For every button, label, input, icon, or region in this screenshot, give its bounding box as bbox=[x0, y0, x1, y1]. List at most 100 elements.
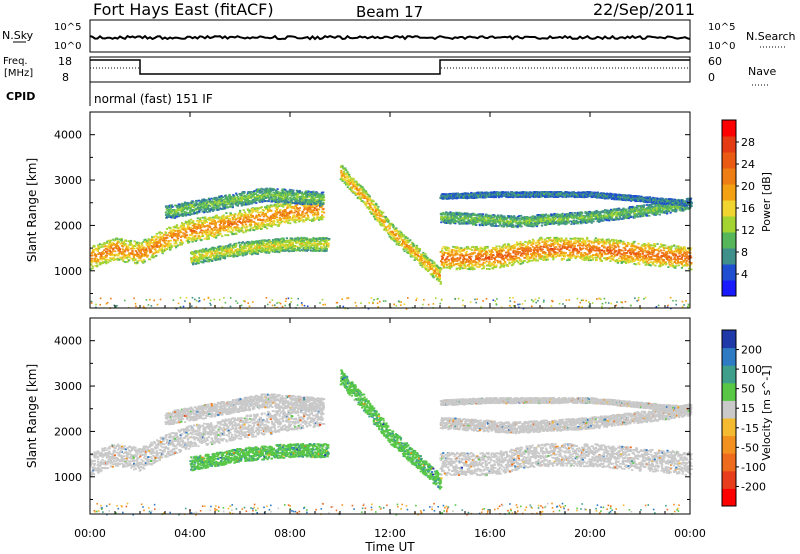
data-point bbox=[254, 209, 257, 212]
data-point bbox=[214, 228, 217, 231]
data-point bbox=[212, 198, 215, 200]
data-point bbox=[115, 253, 118, 256]
data-point bbox=[280, 205, 283, 207]
data-point bbox=[300, 219, 303, 221]
data-point bbox=[189, 208, 192, 210]
data-point bbox=[107, 259, 110, 261]
data-point bbox=[236, 220, 239, 223]
data-point bbox=[94, 253, 97, 255]
data-point bbox=[327, 245, 330, 248]
data-point bbox=[105, 250, 108, 253]
data-point bbox=[241, 241, 244, 243]
data-point bbox=[317, 213, 320, 216]
data-point bbox=[190, 239, 193, 241]
data-point bbox=[403, 250, 406, 253]
data-point bbox=[304, 212, 307, 215]
data-point bbox=[229, 220, 232, 222]
data-point bbox=[435, 264, 439, 267]
data-point bbox=[376, 214, 379, 217]
data-point bbox=[240, 226, 243, 229]
data-point bbox=[277, 225, 280, 227]
data-point bbox=[284, 215, 287, 217]
data-point bbox=[116, 240, 119, 242]
data-point bbox=[205, 206, 208, 208]
data-point bbox=[217, 202, 220, 205]
data-point bbox=[249, 222, 252, 225]
data-point bbox=[495, 264, 498, 267]
data-point bbox=[120, 253, 123, 256]
data-point bbox=[155, 235, 158, 238]
data-point bbox=[184, 202, 187, 205]
data-point bbox=[322, 199, 325, 202]
data-point bbox=[207, 217, 210, 220]
data-point bbox=[250, 196, 253, 199]
data-point bbox=[308, 204, 312, 207]
data-point bbox=[231, 221, 234, 223]
data-point bbox=[163, 239, 166, 241]
data-point bbox=[180, 227, 183, 230]
data-point bbox=[105, 255, 108, 258]
data-point bbox=[113, 257, 116, 260]
data-point bbox=[157, 242, 160, 244]
data-point bbox=[143, 260, 146, 263]
data-point bbox=[302, 219, 305, 221]
data-point bbox=[244, 214, 247, 217]
data-point bbox=[258, 188, 261, 191]
data-point bbox=[278, 211, 281, 214]
data-point bbox=[246, 203, 249, 206]
data-point bbox=[204, 209, 207, 212]
data-point bbox=[274, 196, 277, 199]
data-point bbox=[153, 235, 156, 238]
data-point bbox=[176, 204, 179, 207]
data-point bbox=[180, 243, 183, 246]
data-point bbox=[241, 227, 244, 230]
data-point bbox=[211, 252, 214, 255]
data-point bbox=[90, 257, 93, 260]
data-point bbox=[365, 191, 368, 194]
data-point bbox=[184, 234, 187, 237]
data-point bbox=[238, 230, 241, 233]
data-point bbox=[200, 239, 203, 241]
data-point bbox=[286, 202, 289, 205]
data-point bbox=[171, 205, 174, 208]
freq-panel-frame bbox=[89, 56, 691, 83]
data-point bbox=[133, 247, 136, 250]
freq-trace bbox=[90, 59, 690, 75]
data-point bbox=[165, 208, 168, 211]
data-point bbox=[200, 219, 203, 222]
data-point bbox=[273, 220, 276, 223]
data-point bbox=[166, 209, 169, 212]
data-point bbox=[265, 191, 268, 193]
data-point bbox=[124, 254, 127, 257]
data-point bbox=[197, 221, 200, 224]
data-point bbox=[103, 252, 106, 255]
data-point bbox=[91, 265, 94, 268]
data-point bbox=[90, 251, 94, 254]
data-point bbox=[239, 211, 242, 214]
data-point bbox=[264, 212, 267, 215]
data-point bbox=[118, 246, 121, 249]
data-point bbox=[296, 210, 300, 213]
nave-tick-bottom: 0 bbox=[708, 71, 715, 84]
data-point bbox=[290, 218, 293, 221]
data-point bbox=[181, 205, 185, 207]
data-point bbox=[185, 228, 188, 230]
data-point bbox=[178, 208, 181, 211]
data-point bbox=[151, 247, 154, 250]
data-point bbox=[180, 211, 183, 214]
data-point bbox=[192, 204, 195, 207]
data-point bbox=[270, 220, 273, 223]
data-point bbox=[90, 263, 93, 266]
data-point bbox=[260, 194, 263, 196]
data-point bbox=[340, 169, 343, 172]
data-point bbox=[217, 208, 221, 211]
data-point bbox=[226, 215, 229, 218]
data-point bbox=[122, 260, 125, 263]
data-point bbox=[165, 228, 169, 230]
data-point bbox=[179, 239, 183, 242]
data-point bbox=[260, 191, 263, 194]
data-point bbox=[158, 240, 161, 242]
data-point bbox=[279, 211, 282, 214]
data-point bbox=[227, 228, 230, 230]
data-point bbox=[234, 196, 237, 199]
